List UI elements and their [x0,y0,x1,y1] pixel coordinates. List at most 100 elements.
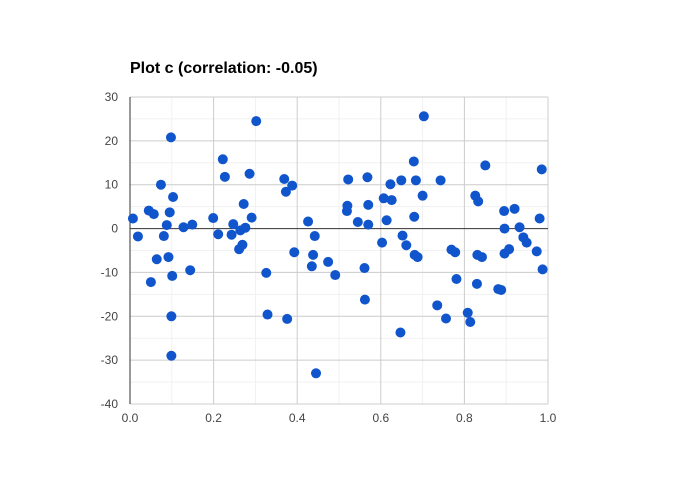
data-point [378,193,389,204]
data-point [499,223,510,234]
data-point [496,284,507,295]
data-point [363,199,374,210]
data-point [132,231,143,242]
y-axis-tick-labels: 30 20 10 0 -10 -20 -30 -40 [101,90,119,411]
data-point [244,168,255,179]
data-point [473,196,484,207]
x-axis-tick-labels: 0.0 0.2 0.4 0.6 0.8 1.0 [122,411,557,425]
data-point [151,254,162,265]
data-point [178,222,189,233]
data-point [323,256,334,267]
data-point [158,231,169,242]
data-point [161,220,172,231]
data-point [240,222,251,233]
data-point [432,300,443,311]
data-point [462,307,473,318]
data-point [471,278,482,289]
data-point [287,180,298,191]
y-tick-label: -40 [101,397,119,411]
data-point [164,207,175,218]
data-point [303,216,314,227]
data-point [409,211,420,222]
data-point [465,316,476,327]
data-points [127,111,548,379]
data-point [280,186,291,197]
data-point [246,212,257,223]
data-point [362,172,373,183]
data-point [509,203,520,214]
y-tick-label: 0 [111,222,118,236]
data-point [309,231,320,242]
data-point [381,215,392,226]
data-point [145,277,156,288]
data-point [228,219,239,230]
data-point [217,154,228,165]
data-point [359,294,370,305]
data-point [410,175,421,186]
data-point [330,270,341,281]
y-tick-label: 30 [105,90,119,104]
data-point [480,160,491,171]
data-point [435,175,446,186]
data-point [450,247,461,258]
data-point [408,156,419,167]
y-tick-label: -20 [101,309,119,323]
data-point [418,111,429,122]
data-point [163,252,174,263]
data-point [385,179,396,190]
x-tick-label: 0.6 [372,411,389,425]
data-point [166,311,177,322]
data-point [499,206,510,217]
y-tick-label: -10 [101,265,119,279]
data-point [165,132,176,143]
data-point [308,249,319,260]
data-point [261,267,272,278]
data-point [531,246,542,257]
data-point [476,252,487,263]
data-point [441,313,452,324]
data-point [359,263,370,274]
data-point [289,247,300,258]
x-tick-label: 0.0 [122,411,139,425]
data-point [534,213,545,224]
data-point [417,190,428,201]
data-point [504,244,515,255]
data-point [166,350,177,361]
x-tick-label: 0.8 [456,411,473,425]
data-point [187,219,198,230]
data-point [219,171,230,182]
data-point [279,174,290,185]
data-point [412,252,423,263]
data-point [226,229,237,240]
data-point [127,213,138,224]
data-point [377,237,388,248]
data-point [514,222,525,233]
y-tick-label: 20 [105,134,119,148]
data-point [521,237,532,248]
axes [129,97,548,404]
data-point [352,216,363,227]
data-point [363,219,374,230]
data-point [537,264,548,275]
gridlines [129,96,549,405]
data-point [262,309,273,320]
data-point [167,270,178,281]
data-point [208,213,219,224]
data-point [536,164,547,175]
data-point [168,191,179,202]
data-point [342,200,353,211]
data-point [306,261,317,272]
data-point [155,179,166,190]
data-point [397,230,408,241]
data-point [238,199,249,210]
x-tick-label: 0.2 [205,411,222,425]
data-point [251,116,262,127]
data-point [386,195,397,206]
data-point [451,274,462,285]
data-point [148,209,159,220]
data-point [343,174,354,185]
chart-title: Plot c (correlation: -0.05) [130,60,318,77]
data-point [311,368,322,379]
data-point [395,327,406,338]
